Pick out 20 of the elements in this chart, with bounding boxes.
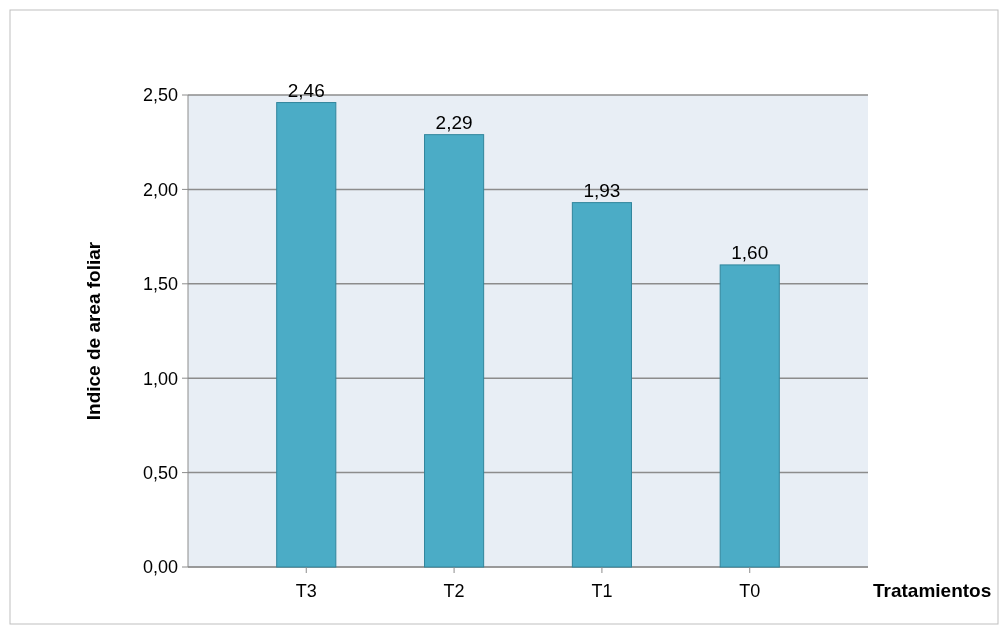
bar <box>571 202 632 568</box>
y-tick-label: 1,00 <box>142 368 178 389</box>
x-tick-label: T1 <box>591 581 613 601</box>
bar <box>719 264 780 568</box>
x-tick-label: T3 <box>295 581 317 601</box>
y-tick-label: 1,50 <box>142 274 178 295</box>
y-axis-title: Indice de area foliar <box>83 241 104 421</box>
bar <box>276 102 337 568</box>
data-label: 2,29 <box>435 111 473 133</box>
x-tick-label: T2 <box>443 581 465 601</box>
x-axis-title: Tratamientos <box>873 580 992 601</box>
data-label: 1,60 <box>731 241 769 263</box>
data-label: 1,93 <box>583 179 621 201</box>
x-tick-label: T0 <box>739 581 761 601</box>
bar <box>424 134 485 568</box>
data-label: 2,46 <box>287 79 325 101</box>
y-tick-label: 2,00 <box>142 179 178 200</box>
y-tick-label: 2,50 <box>142 85 178 106</box>
y-tick-label: 0,50 <box>142 462 178 483</box>
y-tick-label: 0,00 <box>142 557 178 578</box>
